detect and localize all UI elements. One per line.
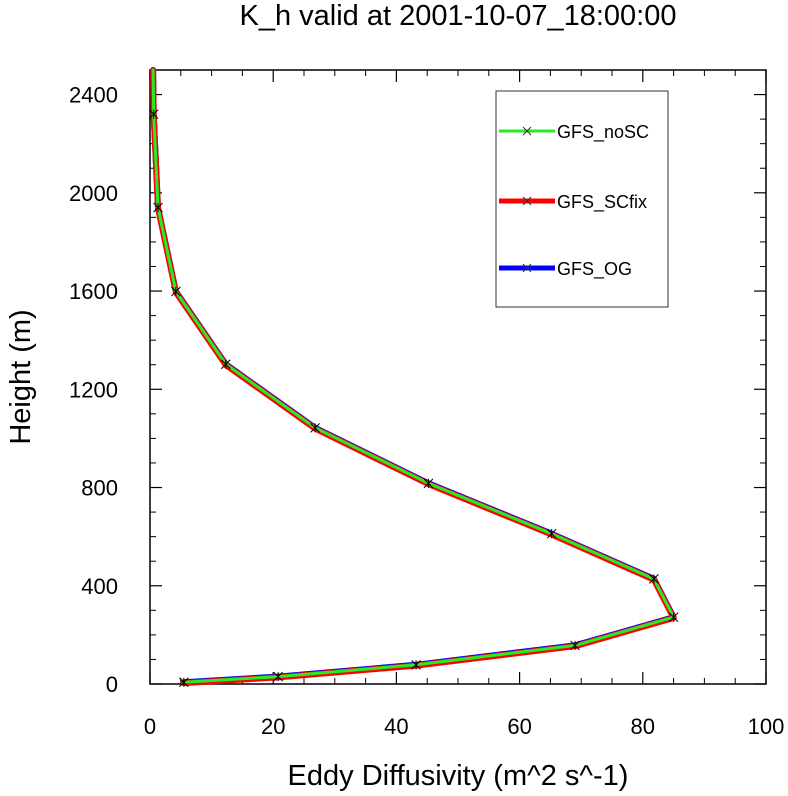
y-tick-label: 0 — [106, 672, 118, 697]
legend-item-gfs-nosc: GFS_noSC — [499, 122, 649, 143]
data-point-marker — [310, 422, 320, 433]
x-tick-label: 40 — [384, 714, 408, 739]
plot-area: 0 20 40 60 80 100 0 400 800 1200 1600 2000 2400 — [69, 67, 785, 739]
legend-label: GFS_noSC — [557, 122, 649, 143]
x-tick-label: 60 — [507, 714, 531, 739]
data-point-marker — [273, 671, 283, 682]
data-point-marker — [546, 528, 557, 539]
data-point-marker — [171, 286, 181, 297]
legend: GFS_noSC GFS_SCfix GFS_OG — [495, 90, 669, 308]
data-point-marker — [423, 478, 434, 489]
data-point-marker — [411, 659, 421, 670]
data-point-marker — [570, 640, 580, 651]
series-line-gfs-nosc — [151, 68, 676, 684]
data-point-marker — [148, 109, 159, 120]
x-tick-label: 0 — [144, 714, 156, 739]
data-point-marker — [668, 612, 679, 623]
y-tick-label: 2000 — [69, 181, 118, 206]
y-tick-label: 1600 — [69, 279, 118, 304]
data-point-marker — [649, 574, 659, 584]
y-tick-label: 2400 — [69, 83, 118, 108]
legend-item-gfs-scfix: GFS_SCfix — [499, 192, 647, 213]
data-point-marker — [153, 202, 163, 213]
y-tick-label: 1200 — [69, 377, 118, 402]
chart-title: K_h valid at 2001-10-07_18:00:00 — [240, 0, 677, 32]
y-axis-label: Height (m) — [5, 309, 37, 444]
x-tick-label: 80 — [631, 714, 655, 739]
data-point-marker — [220, 359, 231, 370]
x-tick-label: 100 — [748, 714, 785, 739]
x-tick-label: 20 — [261, 714, 285, 739]
y-tick-label: 800 — [81, 476, 118, 501]
y-tick-label: 400 — [81, 574, 118, 599]
legend-label: GFS_SCfix — [557, 192, 647, 213]
x-axis-label: Eddy Diffusivity (m^2 s^-1) — [288, 760, 629, 792]
legend-item-gfs-og: GFS_OG — [499, 259, 632, 280]
legend-label: GFS_OG — [557, 259, 632, 280]
data-point-marker — [179, 677, 189, 688]
